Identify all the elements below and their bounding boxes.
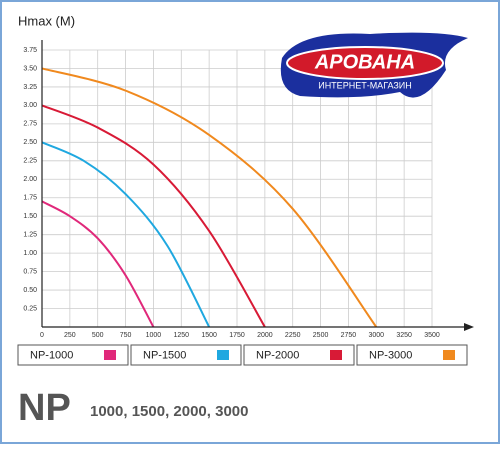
footer-sizes: 1000, 1500, 2000, 3000 <box>90 403 248 420</box>
y-tick-label: 1.75 <box>23 195 37 202</box>
y-tick-label: 0.25 <box>23 305 37 312</box>
legend-label: NP-1000 <box>30 349 73 361</box>
x-tick-label: 2750 <box>341 332 357 339</box>
y-tick-label: 0.75 <box>23 268 37 275</box>
legend-label: NP-2000 <box>256 349 299 361</box>
y-tick-label: 3.25 <box>23 84 37 91</box>
x-tick-label: 2000 <box>257 332 273 339</box>
legend-box <box>356 344 468 366</box>
series-line <box>41 67 378 328</box>
logo-band <box>286 46 444 80</box>
series-line <box>41 200 155 328</box>
legend-label: NP-1500 <box>143 349 186 361</box>
y-tick-label: 2.75 <box>23 121 37 128</box>
x-tick-label: 3250 <box>396 332 412 339</box>
y-tick-label: 3.00 <box>23 102 37 109</box>
y-tick-label: 3.50 <box>23 65 37 72</box>
y-tick-label: 2.25 <box>23 158 37 165</box>
y-tick-label: 3.75 <box>23 47 37 54</box>
x-tick-label: 3000 <box>368 332 384 339</box>
x-tick-label: 2250 <box>285 332 301 339</box>
x-tick-label: 3500 <box>424 332 440 339</box>
x-tick-label: 1750 <box>229 332 245 339</box>
y-tick-label: 1.00 <box>23 250 37 257</box>
x-tick-label: 0 <box>40 332 44 339</box>
y-tick-label: 0.50 <box>23 287 37 294</box>
x-tick-label: 500 <box>92 332 104 339</box>
legend-box <box>130 344 242 366</box>
legend-swatch <box>217 350 229 360</box>
x-tick-label: 2500 <box>313 332 329 339</box>
x-tick-label: 750 <box>120 332 132 339</box>
legend-label: NP-3000 <box>369 349 412 361</box>
y-tick-label: 2.50 <box>23 139 37 146</box>
footer-model: NP <box>18 387 71 429</box>
legend-box <box>17 344 129 366</box>
x-arrow <box>464 323 474 331</box>
x-tick-label: 1000 <box>146 332 162 339</box>
legend: NP-1000 NP-1500 NP-2000 NP-3000 <box>17 344 468 366</box>
legend-swatch <box>443 350 455 360</box>
logo-name: АРОВАНА <box>314 51 415 73</box>
legend-box <box>243 344 355 366</box>
x-tick-label: 250 <box>64 332 76 339</box>
logo: АРОВАНА ИНТЕРНЕТ-МАГАЗИН <box>280 32 468 98</box>
y-axis-label: Hmax (M) <box>18 13 75 28</box>
series-line <box>41 104 266 328</box>
x-tick-label: 1500 <box>201 332 217 339</box>
logo-tagline: ИНТЕРНЕТ-МАГАЗИН <box>318 80 412 90</box>
legend-swatch <box>330 350 342 360</box>
y-tick-label: 2.00 <box>23 176 37 183</box>
legend-swatch <box>104 350 116 360</box>
x-tick-label: 1250 <box>173 332 189 339</box>
series-line <box>41 141 211 328</box>
y-tick-label: 1.25 <box>23 232 37 239</box>
y-tick-label: 1.50 <box>23 213 37 220</box>
